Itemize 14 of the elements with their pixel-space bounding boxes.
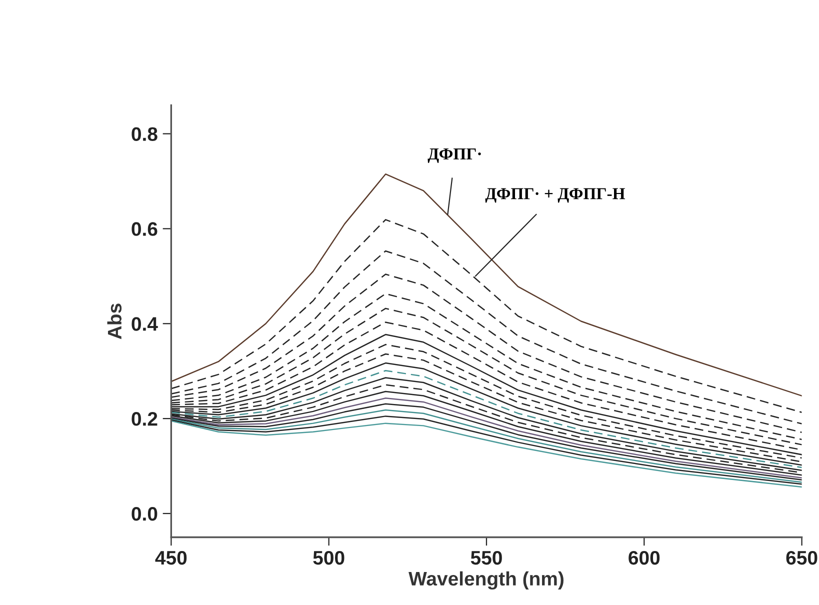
x-tick-label: 500 [313,550,344,565]
x-tick-label: 550 [470,550,502,565]
annotation: ДФПГ· + ДФПГ-Н [485,188,626,203]
x-tick-label: 450 [155,550,187,565]
y-axis-title: Abs [107,304,122,340]
x-axis-title: Wavelength (nm) [408,571,564,590]
y-tick-label: 0.4 [132,317,158,331]
y-tick-label: 0.0 [132,506,158,521]
x-tick-label: 650 [786,550,818,565]
y-tick-label: 0.6 [132,222,158,236]
y-tick-label: 0.8 [132,127,158,141]
annotation: ДФПГ· [428,148,481,163]
y-tick-label: 0.2 [132,412,158,426]
x-tick-label: 600 [628,550,660,565]
